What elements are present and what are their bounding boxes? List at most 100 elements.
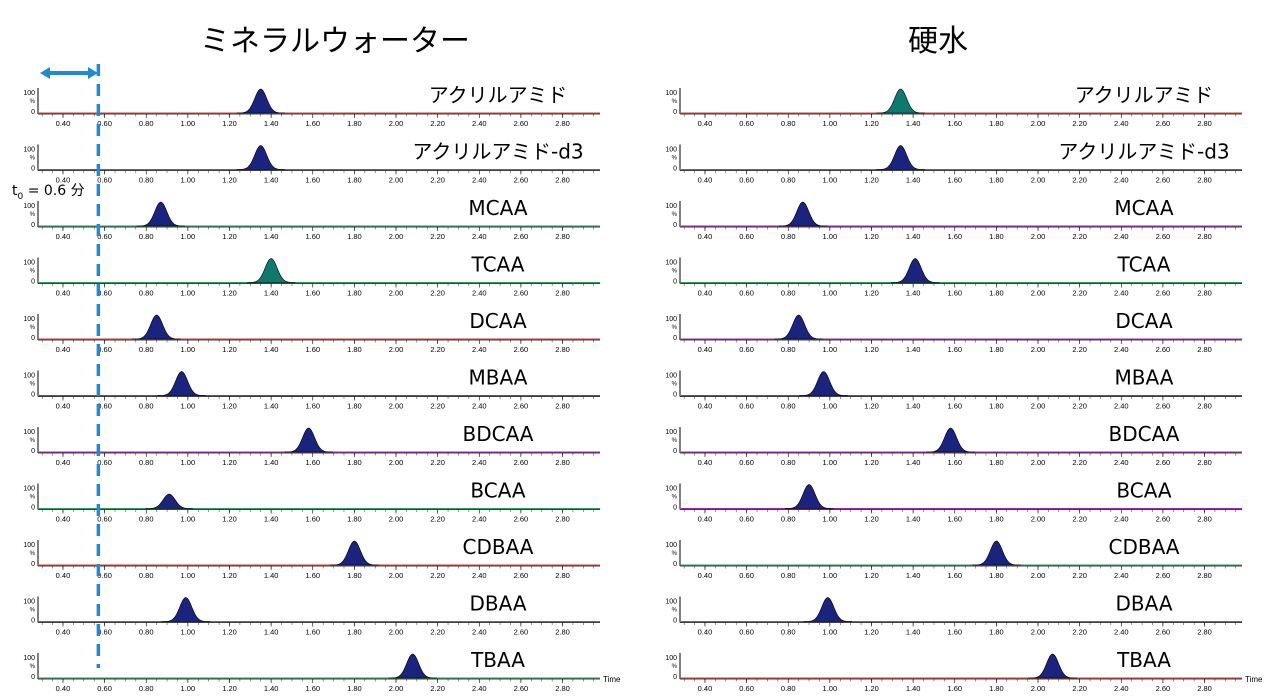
y-tick-label: 100 — [23, 429, 35, 436]
x-tick-label: 2.40 — [472, 232, 487, 241]
x-tick-label: 2.80 — [1197, 684, 1212, 693]
y-tick-label: 0 — [673, 505, 677, 512]
x-tick-label: 1.20 — [864, 571, 879, 580]
compound-label: BDCAA — [1108, 422, 1179, 446]
x-tick-label: 1.00 — [823, 515, 838, 524]
compound-label: MCAA — [1114, 196, 1173, 220]
y-axis-label: % — [30, 156, 36, 162]
x-tick-label: 2.40 — [1114, 628, 1129, 637]
x-tick-label: 0.40 — [56, 628, 71, 637]
chromatogram-peak — [926, 427, 975, 453]
compound-label: アクリルアミド-d3 — [1058, 140, 1229, 164]
x-tick-label: 2.60 — [1156, 684, 1171, 693]
x-tick-label: 2.00 — [1031, 402, 1046, 411]
y-tick-label: 0 — [673, 335, 677, 342]
x-tick-label: 2.80 — [555, 176, 570, 185]
chromatogram-peak — [246, 258, 296, 283]
x-tick-label: 0.60 — [739, 684, 754, 693]
x-tick-label: 2.20 — [1072, 119, 1087, 128]
x-tick-label: 1.20 — [864, 176, 879, 185]
x-tick-label: 1.00 — [823, 176, 838, 185]
x-tick-label: 1.20 — [222, 402, 237, 411]
y-axis-label: % — [30, 438, 36, 444]
y-tick-label: 100 — [23, 655, 35, 662]
chromatogram-peak — [236, 145, 286, 170]
compound-label: DCAA — [469, 309, 527, 333]
chromatogram-row: 100% 0 0.40 0.60 0.80 1.00 1.20 1.40 1.60 1.80 2.0… — [23, 366, 600, 411]
t0-label: t0 = 0.6 分 — [12, 180, 85, 202]
x-tick-label: 2.40 — [1114, 515, 1129, 524]
chromatogram-peak — [1028, 653, 1077, 679]
y-axis-label: % — [672, 495, 678, 501]
x-tick-label: 1.40 — [264, 119, 279, 128]
compound-label: BDCAA — [462, 422, 533, 446]
y-tick-label: 100 — [23, 542, 35, 549]
x-tick-label: 1.80 — [347, 458, 362, 467]
y-tick-label: 0 — [31, 392, 35, 399]
x-tick-label: 2.00 — [1031, 458, 1046, 467]
x-tick-label: 2.20 — [1072, 628, 1087, 637]
x-tick-label: 2.00 — [389, 345, 404, 354]
panel-0: 100% 0 0.40 0.60 0.80 1.00 1.20 1.40 1.60 1.80 2.0… — [23, 83, 621, 693]
x-tick-label: 2.40 — [1114, 402, 1129, 411]
x-tick-label: 1.00 — [823, 232, 838, 241]
compound-label: CDBAA — [462, 535, 533, 559]
x-tick-label: 0.80 — [139, 345, 154, 354]
x-tick-label: 2.20 — [430, 515, 445, 524]
x-tick-label: 1.40 — [906, 515, 921, 524]
x-tick-label: 2.60 — [514, 289, 529, 298]
y-axis-label: % — [30, 495, 36, 501]
chromatogram-row: 100% 0 0.40 0.60 0.80 1.00 1.20 1.40 1.60 1.80 2.0… — [23, 83, 600, 128]
x-tick-label: 2.40 — [472, 684, 487, 693]
x-tick-label: 1.00 — [823, 571, 838, 580]
x-tick-label: 0.40 — [698, 515, 713, 524]
x-tick-label: 1.00 — [823, 628, 838, 637]
compound-label: アクリルアミド — [429, 83, 568, 107]
x-tick-label: 0.60 — [97, 515, 112, 524]
t0-prefix: t — [12, 183, 18, 199]
x-tick-label: 1.20 — [864, 119, 879, 128]
chromatogram-peak — [774, 314, 823, 340]
x-tick-label: 0.60 — [97, 571, 112, 580]
y-axis-label: % — [30, 325, 36, 331]
x-tick-label: 2.20 — [1072, 345, 1087, 354]
compound-label: BCAA — [1116, 479, 1172, 503]
y-tick-label: 0 — [673, 674, 677, 681]
x-tick-label: 2.60 — [1156, 119, 1171, 128]
x-tick-label: 1.40 — [264, 684, 279, 693]
y-tick-label: 0 — [673, 279, 677, 286]
x-tick-label: 1.20 — [222, 458, 237, 467]
x-tick-label: 0.60 — [739, 345, 754, 354]
x-tick-label: 2.20 — [1072, 402, 1087, 411]
x-tick-label: 1.80 — [989, 515, 1004, 524]
x-tick-label: 0.40 — [56, 176, 71, 185]
chromatogram-row: 100% 0 0.40 0.60 0.80 1.00 1.20 1.40 1.60 1.80 2.0… — [23, 196, 600, 241]
chromatogram-row: 100% 0 0.40 0.60 0.80 1.00 1.20 1.40 1.60 1.80 2.0… — [665, 366, 1242, 411]
x-tick-label: 2.20 — [430, 458, 445, 467]
x-tick-label: 2.80 — [555, 402, 570, 411]
x-tick-label: 0.60 — [739, 515, 754, 524]
y-tick-label: 0 — [31, 448, 35, 455]
y-axis-label: % — [672, 99, 678, 105]
y-tick-label: 0 — [31, 335, 35, 342]
x-tick-label: 1.80 — [989, 684, 1004, 693]
x-tick-label: 0.40 — [698, 458, 713, 467]
compound-label: MBAA — [469, 366, 528, 390]
chromatogram-row: 100% 0 0.40 0.60 0.80 1.00 1.20 1.40 1.60 1.80 2.0… — [23, 479, 600, 524]
x-tick-label: 2.60 — [514, 119, 529, 128]
chromatogram-peak — [799, 371, 848, 396]
x-tick-label: 2.00 — [1031, 515, 1046, 524]
x-tick-label: 2.60 — [1156, 571, 1171, 580]
x-axis-label: Time — [1245, 675, 1263, 684]
x-tick-label: 0.40 — [56, 345, 71, 354]
x-tick-label: 0.40 — [56, 684, 71, 693]
x-tick-label: 2.60 — [514, 345, 529, 354]
x-tick-label: 1.80 — [989, 458, 1004, 467]
chromatogram-row: 100% 0 0.40 0.60 0.80 1.00 1.20 1.40 1.60 1.80 2.0… — [665, 592, 1242, 637]
chromatogram-peak — [236, 88, 286, 114]
x-tick-label: 1.20 — [222, 289, 237, 298]
x-tick-label: 1.20 — [864, 402, 879, 411]
compound-label: アクリルアミド-d3 — [412, 140, 583, 164]
x-tick-label: 2.00 — [1031, 289, 1046, 298]
